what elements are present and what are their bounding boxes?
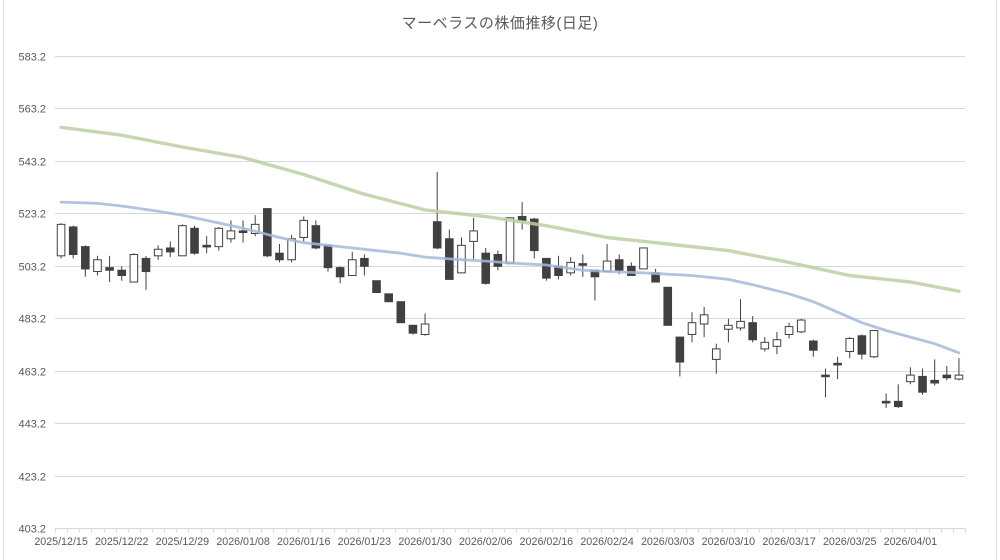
chart-left-border [3,0,4,560]
x-axis-label: 2026/01/23 [338,536,392,548]
y-axis-label: 403.2 [18,524,46,536]
x-axis-label: 2026/02/06 [459,536,513,548]
candle-down [190,227,199,254]
x-axis-label: 2026/03/25 [823,536,877,548]
candle-up [299,219,309,238]
candle-up [954,374,964,380]
x-axis-label: 2026/03/17 [762,536,816,548]
candle-up [178,225,187,257]
y-axis-label: 583.2 [18,52,46,64]
candle-down [165,247,175,253]
candle-down [893,400,903,408]
candle-down [117,269,127,276]
candle-up [469,230,478,242]
candle-up [505,217,515,265]
moving-average-long-line [59,125,961,293]
candle-down [578,263,588,266]
candle-up [129,254,139,283]
y-axis-label: 563.2 [18,104,46,116]
candle-down [81,246,90,270]
candle-down [202,244,211,248]
candle-down [614,259,624,271]
candle-up [784,326,794,335]
candle-down [141,257,151,273]
candle-up [639,247,648,270]
candle-up [724,324,733,330]
candle-up [845,337,855,353]
candle-down [542,257,551,279]
candle-up [420,323,430,335]
candle-down [432,221,442,249]
candle-down [857,335,867,355]
candle-down [481,252,491,284]
candle-down [396,301,406,324]
candle-down [930,379,939,384]
candle-down [372,280,381,294]
candle-up [699,314,709,325]
candle-down [627,265,636,276]
candle-up [687,322,697,335]
candle-up [347,259,357,276]
candle-up [906,374,915,383]
x-axis-label: 2025/12/29 [156,536,210,548]
candle-down [833,362,842,366]
moving-average-short-line [59,200,961,355]
x-axis-label: 2025/12/22 [95,536,149,548]
x-axis-label: 2026/01/16 [277,536,331,548]
candle-up [796,319,806,333]
candle-up [711,348,721,360]
candle-down [675,336,685,363]
x-axis-label: 2026/01/08 [216,536,270,548]
candle-down [918,375,927,393]
candle-down [311,225,321,249]
x-axis-label: 2026/03/10 [702,536,756,548]
candle-down [105,267,114,271]
candle-down [517,215,527,221]
x-axis-label: 2026/01/30 [398,536,452,548]
candle-up [56,223,66,257]
candle-down [68,226,78,256]
y-axis-label: 503.2 [18,262,46,274]
y-axis-label: 463.2 [18,367,46,379]
candle-down [275,252,284,261]
candle-up [93,259,102,273]
chart-right-border [996,0,997,560]
candle-down [881,400,891,404]
x-axis-label: 2026/02/24 [580,536,634,548]
candle-up [214,227,224,248]
candle-down [238,230,248,234]
candle-up [250,223,260,235]
candle-down [408,324,418,334]
candle-down [748,322,757,341]
candle-down [821,374,830,378]
y-axis-label: 523.2 [18,209,46,221]
x-axis-label: 2026/02/16 [520,536,574,548]
candle-down [335,267,345,278]
chart-title: マーベラスの株価推移(日足) [401,15,599,32]
y-axis-label: 483.2 [18,314,46,326]
candle-down [809,340,818,351]
candle-up [760,341,770,350]
candle-up [736,320,745,329]
candle-down [663,286,673,326]
candle-up [226,230,236,240]
candle-down [360,257,369,267]
y-axis-label: 423.2 [18,472,46,484]
candle-up [153,248,163,257]
candle-down [529,218,539,252]
candle-up [772,339,782,347]
y-axis-label: 543.2 [18,157,46,169]
x-axis-label: 2025/12/15 [34,536,88,548]
candle-down [942,374,952,379]
candle-down [263,208,272,257]
candle-down [323,244,333,269]
y-axis-label: 443.2 [18,419,46,431]
x-axis-label: 2026/03/03 [641,536,695,548]
candle-down [384,293,393,303]
x-axis-label: 2026/04/01 [884,536,938,548]
candle-up [869,330,879,358]
